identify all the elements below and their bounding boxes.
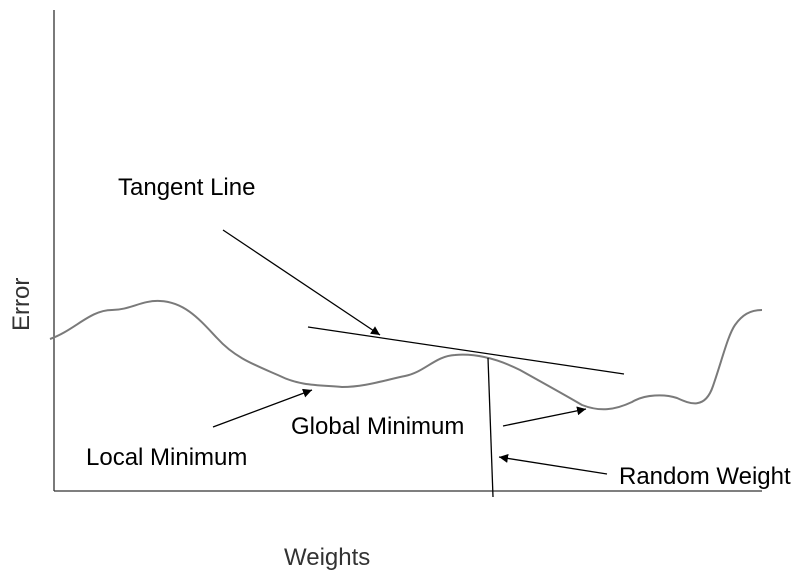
x-axis-title: Weights (284, 544, 370, 571)
y-axis-title: Error (8, 278, 35, 331)
global-minimum-arrow (502, 406, 587, 427)
tangent-line-label: Tangent Line (118, 174, 255, 201)
error-curve (49, 299, 763, 411)
random-weight-label: Random Weight (619, 463, 791, 490)
local-minimum-arrow (212, 388, 313, 428)
global-minimum-label: Global Minimum (291, 413, 464, 440)
random-weight-arrow (498, 453, 608, 475)
tangent-line-arrow (222, 229, 381, 336)
tangent-line (307, 326, 625, 375)
random-weight-line (487, 357, 494, 498)
local-minimum-label: Local Minimum (86, 444, 247, 471)
